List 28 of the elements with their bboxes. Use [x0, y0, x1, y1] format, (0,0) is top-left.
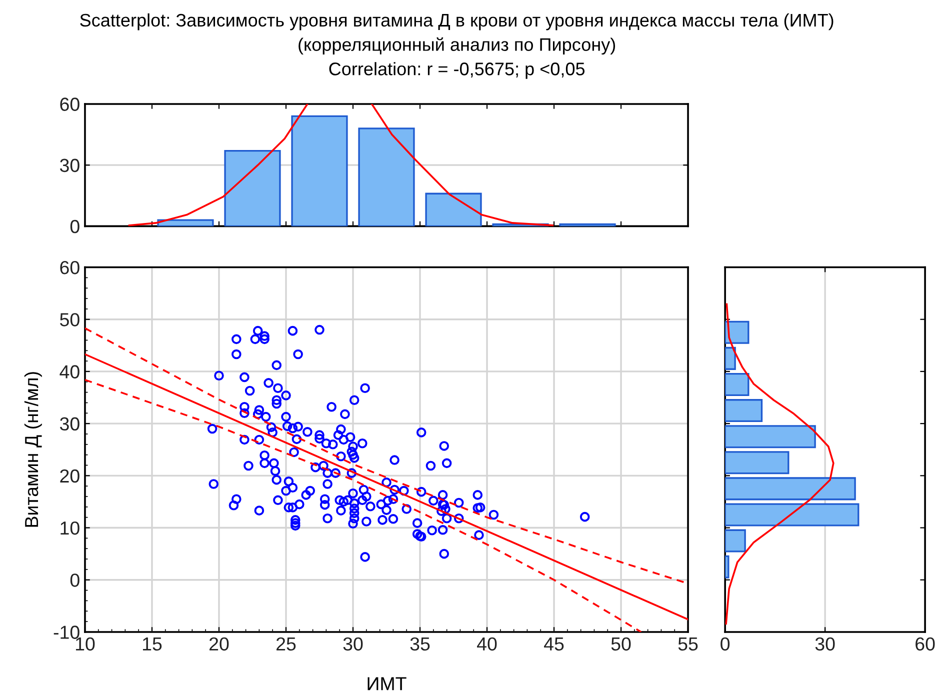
y-axis-title: Витамин Д (нг/мл) — [24, 372, 42, 527]
y-tick-label: -10 — [54, 626, 80, 639]
y-tick-label: 40 — [60, 365, 80, 378]
y-tick-label: 0 — [70, 574, 80, 587]
chart-title: Scatterplot: Зависимость уровня витамина Д в крови от уровня индекса массы тела (ИМТ) — [80, 13, 834, 30]
x-tick-label: 40 — [477, 637, 497, 651]
text: Correlation: r = -0,5675; p <0,05 — [329, 62, 585, 79]
y-tick-label: 10 — [60, 521, 80, 535]
x-tick-label: 30 — [343, 637, 363, 651]
y-tick-label: 60 — [60, 98, 80, 111]
y-tick-label: 0 — [70, 220, 80, 234]
chart-subtitle: (корреляционный анализ по Пирсону) — [298, 37, 616, 55]
x-tick-label: 0 — [720, 637, 730, 651]
x-tick-label: 55 — [678, 638, 698, 651]
x-tick-label: 20 — [210, 637, 229, 651]
y-tick-label: 60 — [60, 260, 80, 274]
y-tick-label: 30 — [60, 417, 80, 431]
x-tick-label: 30 — [815, 637, 835, 651]
x-tick-label: 35 — [410, 637, 430, 651]
x-tick-label: 45 — [544, 638, 564, 651]
x-tick-label: 15 — [142, 638, 162, 651]
x-axis-title: ИМТ — [368, 677, 406, 690]
x-tick-label: 60 — [916, 637, 935, 651]
x-tick-label: 25 — [276, 637, 296, 651]
y-tick-label: 50 — [60, 313, 80, 326]
y-tick-label: 20 — [60, 469, 80, 483]
x-tick-label: 50 — [611, 637, 631, 651]
y-tick-label: 30 — [60, 158, 80, 172]
